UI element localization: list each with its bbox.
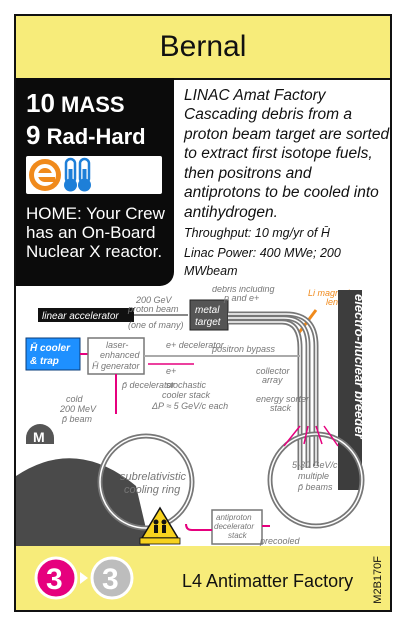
- debris-text-2: p and e+: [223, 293, 259, 303]
- sub-ring-text-2: cooling ring: [124, 484, 181, 496]
- energy-sorter-text-1: energy sorter: [256, 394, 310, 404]
- debris-text-1: debris including: [212, 286, 275, 294]
- tier-left-badge: [34, 556, 78, 600]
- cold-text-3: p̄ beam: [61, 414, 93, 424]
- radhard-label: Rad-Hard: [46, 124, 146, 149]
- electro-nuclear-breeder: electro-nuclear breeder: [338, 290, 367, 490]
- multi-text-3: p̄ beams: [297, 482, 333, 492]
- radhard-stat: 9 Rad-Hard: [26, 120, 146, 151]
- antiproton-stack-box: [211, 509, 263, 545]
- stats-panel: 10 MASS 9 Rad-Hard: [16, 78, 174, 286]
- multi-text-2: multiple: [298, 471, 329, 481]
- m-badge: M: [26, 424, 54, 445]
- thermometer-icon: [64, 157, 91, 192]
- title-bar: Bernal: [16, 16, 390, 80]
- throughput: Throughput: 10 mg/yr of H̄: [184, 226, 330, 240]
- energy-sorter-text-2: stack: [270, 403, 292, 413]
- proton-beam-text-2: proton beam: [127, 304, 179, 314]
- bottom-bar: 3 3 L4 Antimatter Factory M2B170F: [16, 546, 390, 610]
- beam-bundle: [228, 311, 319, 470]
- antiproton-stack-text-3: stack: [228, 531, 248, 540]
- hbar-cooler-box: [25, 337, 81, 371]
- tier-left-text: 3: [46, 563, 63, 596]
- antiproton-stack-text-2: decelerator: [214, 522, 254, 531]
- stochastic-text-3: ΔP ≈ 5 GeV/c each: [151, 401, 228, 411]
- card: Bernal 10 MASS 9 Rad-Hard: [14, 14, 392, 612]
- bottom-label: L4 Antimatter Factory: [182, 571, 354, 591]
- electro-nuclear-label: electro-nuclear breeder: [352, 294, 367, 439]
- laser-text-2: enhanced: [100, 350, 141, 360]
- linac-power: Linac Power: 400 MWe; 200 MWbeam: [184, 246, 341, 278]
- collector-text-2: array: [262, 375, 283, 385]
- pbar-decelerator-label: p̄ decelerator: [121, 380, 176, 390]
- precooled-text-1: precooled: [259, 536, 301, 546]
- laser-text-1: laser-: [106, 340, 128, 350]
- collector-text-1: collector: [256, 366, 291, 376]
- positron-bypass-label: positron bypass: [211, 344, 276, 354]
- sorter-arrows: [283, 425, 339, 447]
- arrow-right-icon: [80, 572, 88, 584]
- tier-right-text: 3: [102, 563, 119, 596]
- m-badge-text: M: [33, 429, 45, 445]
- e-plus-label: e+: [166, 366, 176, 376]
- tier-badges: 3 3: [34, 556, 134, 600]
- e-fuel-icon: [29, 159, 61, 191]
- home-text: HOME: Your Crew has an On-Board Nuclear …: [26, 204, 165, 261]
- proton-beam-text-3: (one of many): [128, 320, 184, 330]
- laser-text-3: H̄ generator: [92, 361, 141, 371]
- cold-text-1: cold: [66, 394, 84, 404]
- antiproton-stack-text-1: antiproton: [216, 513, 252, 522]
- stochastic-text-2: cooler stack: [162, 390, 211, 400]
- linear-accelerator-box: [38, 308, 134, 322]
- radhard-value: 9: [26, 120, 41, 150]
- mass-label: MASS: [61, 92, 125, 117]
- linear-accelerator-label: linear accelerator: [42, 311, 119, 322]
- tier-right-badge: [90, 556, 134, 600]
- li-lens-text-1: Li magnetic: [308, 288, 355, 298]
- hbar-cooler-text-1: H̄ cooler: [30, 342, 71, 354]
- description: LINAC Amat Factory Cascading debris from…: [184, 86, 390, 280]
- card-title: Bernal: [159, 30, 247, 63]
- description-title: LINAC Amat Factory: [184, 87, 326, 104]
- mass-stat: 10 MASS: [26, 88, 125, 119]
- metal-target-text-1: metal: [195, 305, 220, 316]
- sub-ring-text-1: subrelativistic: [120, 471, 187, 483]
- serial-code: M2B170F: [372, 556, 384, 604]
- fuel-icons: [26, 156, 162, 194]
- mass-value: 10: [26, 88, 55, 118]
- cold-text-2: 200 MeV: [59, 404, 97, 414]
- warning-sign-icon: [139, 506, 181, 545]
- metal-target-text-2: target: [195, 317, 222, 328]
- proton-beam-text-1: 200 GeV: [135, 295, 173, 305]
- hbar-cooler-text-2: & trap: [30, 356, 59, 367]
- stochastic-text-1: stochastic: [166, 380, 207, 390]
- multi-text-1: 5-30 GeV/c: [292, 460, 338, 470]
- e-decelerator-label: e+ decelerator: [166, 340, 225, 350]
- description-body: Cascading debris from a proton beam targ…: [184, 106, 390, 221]
- li-lens-text-2: lens: [326, 297, 343, 307]
